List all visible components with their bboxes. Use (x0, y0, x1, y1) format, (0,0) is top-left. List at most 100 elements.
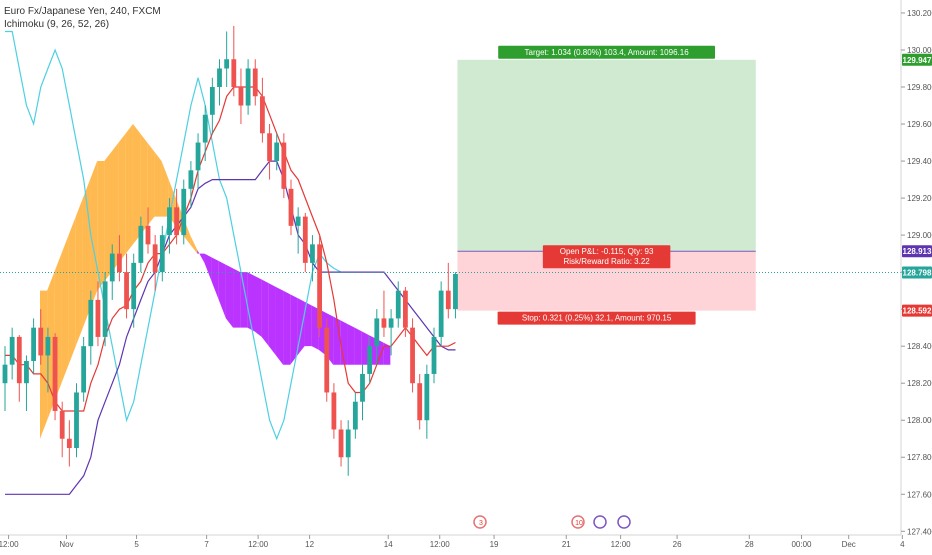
cloud-bull-segment (147, 142, 155, 226)
price-tick-label: 128.200 (907, 379, 932, 388)
entry-price-tag-bg (902, 245, 932, 258)
cloud-bear-segment (333, 316, 341, 365)
candle-up (217, 68, 222, 88)
cloud-bull-segment (68, 216, 76, 365)
candle-up (45, 336, 51, 356)
candle-up (345, 429, 351, 458)
candle-up (360, 373, 365, 402)
cloud-bear-segment (261, 279, 269, 347)
time-tick-label: 12:00 (611, 540, 632, 549)
candle-down (267, 133, 272, 162)
cloud-bull-segment (104, 151, 112, 282)
candle-up (352, 401, 358, 430)
cloud-bear-segment (383, 342, 391, 365)
cloud-bear-segment (290, 294, 298, 365)
candle-up (295, 216, 301, 226)
calendar-event-icon[interactable] (473, 515, 487, 529)
ichimoku-cloud (40, 124, 391, 439)
time-tick-label: 5 (134, 540, 139, 549)
risk-reward-zones[interactable] (457, 59, 756, 311)
price-axis[interactable]: 127.400 127.600 127.800 128.000 128.200 128.4… (900, 0, 932, 536)
candle-down (59, 410, 65, 439)
candle-down (174, 207, 179, 236)
time-tick-label: 12:00 (430, 540, 451, 549)
candle-down (16, 336, 22, 384)
calendar-event-icon[interactable] (571, 515, 585, 529)
cloud-bear-segment (361, 331, 369, 365)
time-tick-label: 12:00 (0, 540, 19, 549)
time-tick-label: 4 (900, 540, 905, 549)
time-tick-label: 19 (490, 540, 499, 549)
time-axis[interactable]: 12:00 Nov 5 7 12:00 12 14 12:00 19 21 12:00 26 28 00:… (0, 534, 905, 549)
candle-down (403, 290, 408, 328)
candle-up (424, 373, 430, 421)
cloud-bear-segment (347, 323, 355, 365)
cloud-bear-segment (268, 283, 276, 356)
cloud-bull-segment (90, 161, 98, 310)
price-tick-label: 127.400 (907, 527, 932, 536)
candle-down (317, 244, 322, 328)
candle-down (252, 68, 258, 97)
candle-down (95, 299, 101, 337)
cloud-bull-segment (140, 133, 148, 236)
candle-down (281, 142, 287, 189)
price-tick-label: 129.800 (907, 83, 932, 92)
candle-up (367, 346, 373, 374)
candle-up (202, 114, 208, 143)
pnl-label-bg (542, 245, 671, 269)
cloud-bear-segment (225, 264, 234, 328)
candle-down (238, 87, 244, 106)
indicator-title: Ichimoku (9, 26, 52, 26) (4, 19, 109, 30)
target-zone[interactable] (457, 59, 756, 252)
candle-up (31, 327, 36, 361)
cloud-bear-segment (304, 301, 312, 347)
candle-down (410, 327, 415, 384)
pnl-label: Open P&L: -0.115, Qty: 93 (560, 247, 654, 256)
candle-down (38, 327, 44, 356)
candle-up (310, 244, 315, 263)
cloud-bear-segment (275, 286, 284, 365)
time-tick-label: 26 (673, 540, 682, 549)
candle-up (274, 142, 280, 162)
candle-up (453, 273, 458, 310)
calendar-event-icon[interactable] (617, 515, 631, 529)
event-markers[interactable]: 3 10 (473, 515, 631, 529)
candle-down (381, 318, 387, 328)
cloud-bull-segment (118, 133, 126, 263)
cloud-bull-segment (125, 124, 133, 254)
time-tick-label: 12 (305, 540, 314, 549)
candle-up (138, 225, 144, 263)
price-tick-label: 129.000 (907, 231, 932, 240)
cloud-bear-segment (233, 268, 241, 328)
cloud-bear-segment (283, 290, 291, 365)
calendar-event-icon[interactable] (593, 515, 607, 529)
cloud-bull-segment (154, 151, 162, 217)
candle-down (231, 59, 237, 88)
candles (2, 25, 458, 476)
candle-up (159, 235, 165, 273)
time-tick-label: Dec (842, 540, 856, 549)
candle-up (245, 68, 251, 106)
cloud-bear-segment (254, 275, 262, 337)
symbol-title: Euro Fx/Japanese Yen, 240, FXCM (4, 6, 161, 17)
conversion-line (5, 86, 456, 412)
time-tick-label: 28 (745, 540, 754, 549)
cloud-bear-segment (197, 249, 205, 263)
stop-price-tag-bg (902, 304, 932, 317)
candle-up (224, 59, 230, 69)
candle-up (181, 188, 187, 236)
candle-down (417, 383, 423, 421)
price-tick-label: 129.600 (907, 120, 932, 129)
candle-up (167, 207, 172, 236)
cloud-bull-segment (132, 124, 141, 245)
event-marker-label: 3 (479, 520, 483, 527)
cloud-bear-segment (240, 272, 248, 328)
time-tick-label: 14 (384, 540, 393, 549)
candle-up (374, 318, 380, 347)
price-tick-label: 130.200 (907, 9, 932, 18)
price-tick-label: 127.600 (907, 490, 932, 499)
time-tick-label: 7 (204, 540, 209, 549)
cloud-bull-segment (161, 161, 169, 217)
